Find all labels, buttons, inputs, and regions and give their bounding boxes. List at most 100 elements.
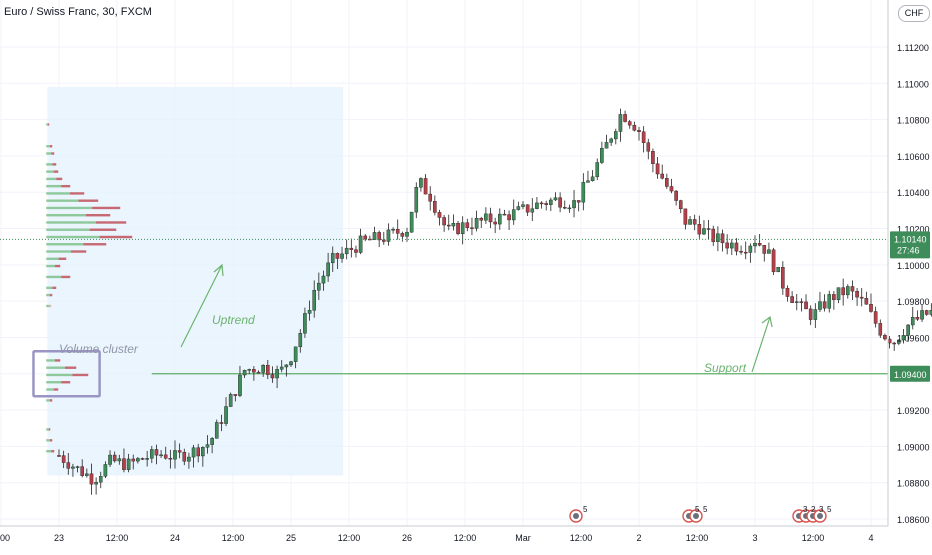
candle-body [326,262,330,277]
candle-body [252,369,256,373]
volume-profile-bar [46,123,49,126]
event-count: 5 [703,505,708,514]
candle-body [637,130,641,132]
candle-body [71,466,75,469]
volume-profile-bar [46,192,70,195]
volume-profile-bar [46,243,84,246]
volume-profile-bar [46,163,53,166]
support-price-value: 1.09400 [894,370,927,380]
highlighted-range-box [47,86,344,476]
uptrend-arrow[interactable] [180,263,224,348]
candle-body [122,458,126,470]
candle-body [173,450,177,460]
support-price-tag: 1.09400 [890,365,930,382]
volume-profile-bar [78,199,99,202]
price-tick-label: 1.10400 [897,188,930,198]
currency-badge[interactable]: CHF [898,5,930,22]
time-tick-label: 12:00 [454,533,477,543]
volume-profile-bar [56,177,63,181]
price-tick-label: 1.10000 [897,261,930,271]
price-tick-label: 1.10600 [897,152,930,162]
volume-profile-bar [46,228,90,231]
volume-profile-bar [58,257,67,260]
candle-body [878,323,883,336]
volume-profile-bar [64,366,77,369]
candle-body [442,217,446,226]
candle-body [498,213,502,225]
volume-profile-bar [54,264,61,268]
time-tick-label: 23 [54,533,64,543]
time-axis[interactable]: 23 12:00 24 12:00 25 12:00 26 12:00 Mar 12:00 2 12:… [0,533,874,543]
candle-body [279,366,284,370]
candle-body [409,211,414,233]
candle-body [841,287,845,296]
candle-body [456,223,460,235]
volume-profile-bar [46,235,100,239]
candle-body [270,374,275,379]
volume-profile-bar [46,428,49,431]
candle-body [159,454,163,457]
time-tick-label: 12:00 [338,533,361,543]
candle-body [567,207,572,210]
volume-profile-bar [61,275,71,279]
candle-body [266,364,270,375]
candle-body [349,247,354,250]
candle-body [284,364,289,368]
candle-body [702,228,706,235]
candle-body [470,227,474,229]
candle-body [720,233,725,244]
candle-body [507,214,511,221]
candle-body [734,242,739,252]
candle-body [210,438,214,445]
candle-body [562,207,567,209]
candle-body [910,317,915,326]
candle-body [790,296,794,303]
price-tick-label: 1.08600 [897,515,930,525]
volume-profile-bar [72,373,89,377]
bar-countdown: 27:46 [897,245,920,255]
candle-body [502,213,507,216]
candle-body [261,364,265,373]
candle-body [836,287,841,300]
candle-body [535,202,539,209]
event-count: 5 [827,505,832,514]
volume-profile-bar [46,257,59,260]
candle-body [136,458,140,462]
candle-body [177,450,182,453]
candle-body [163,454,168,459]
candle-body [140,458,145,460]
candle-body [433,201,437,213]
candle-body [516,206,521,210]
candle-body [303,313,307,334]
volume-profile-bar [46,373,73,377]
candle-body [558,197,562,208]
volume-profile-bar [48,428,51,431]
support-arrow[interactable] [751,315,773,373]
event-marker[interactable]: 5 [569,505,588,523]
candle-body [808,308,813,320]
candle-body [344,247,349,255]
price-tick-label: 1.10800 [897,116,930,126]
candle-body [586,180,590,183]
volume-profile-bar [46,286,53,290]
candle-body [66,462,71,469]
candle-body [869,304,873,312]
candle-body [75,466,80,468]
candle-body [623,114,627,122]
candle-body [604,142,609,149]
time-tick-label: 00 [0,533,10,543]
candle-body [590,176,595,182]
candle-body [822,301,827,309]
candle-body [572,200,576,209]
candle-body [275,369,279,379]
volume-profile-bar [46,152,52,155]
volume-profile-bar [49,293,53,297]
price-axis[interactable]: 1.11200 1.11000 1.10800 1.10600 1.10400 1.102… [897,43,930,525]
volume-profile-bar [46,145,50,148]
candle-body [437,212,442,218]
